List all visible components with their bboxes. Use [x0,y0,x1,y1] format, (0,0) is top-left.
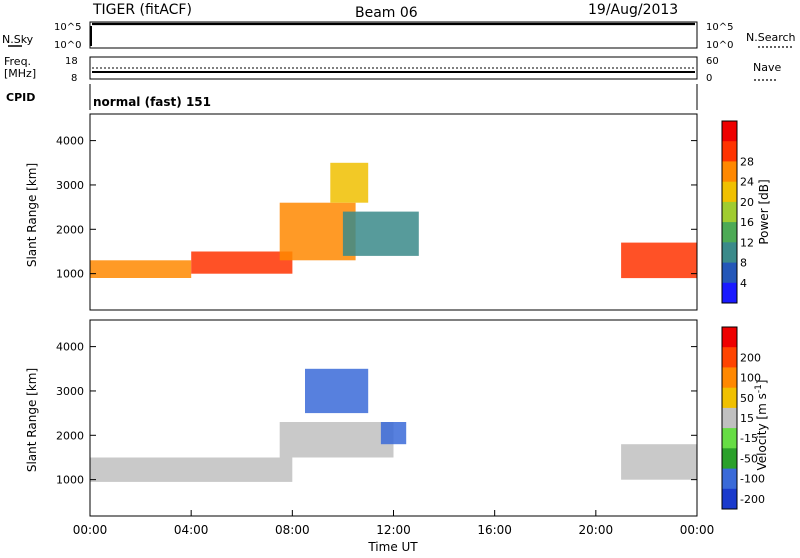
power-echoes [90,162,697,279]
velocity-xaxis: 00:00 04:00 08:00 12:00 16:00 20:00 00:00 [73,510,715,537]
colorbar-segment [722,161,737,183]
colorbar-segment [722,428,737,449]
colorbar-segment [722,222,737,243]
freq-tick-bottom: 8 [71,73,77,84]
nsearch-tick-top: 10^5 [706,22,733,33]
colorbar-segment [722,327,737,348]
nave-label: Nave [753,61,781,74]
xtick-label: 00:00 [73,523,108,537]
cpid-label: CPID [6,91,35,104]
xtick-label: 20:00 [579,523,614,537]
colorbar-segment [722,282,737,304]
power-yaxis: 4000 3000 2000 1000 [56,135,697,281]
freq-tick-top: 18 [65,56,78,67]
colorbar-segment [722,387,737,409]
colorbar-segment [722,488,737,510]
power-echo-band [90,260,192,278]
nave-tick-bottom: 0 [706,73,712,84]
nsky-tick-top: 10^5 [54,22,81,33]
colorbar-segment [722,242,737,263]
colorbar-tick-label: 24 [740,176,754,189]
colorbar-tick-label: 12 [740,236,754,249]
figure-title: TIGER (fitACF) [92,2,192,18]
power-echo-band [621,242,697,279]
power-colorbar: 28 24 20 16 12 8 4 [721,120,754,304]
nsky-panel: N.Sky 10^5 10^0 10^5 10^0 N.Search [2,21,796,51]
nsky-label: N.Sky [2,33,34,46]
colorbar-segment [722,468,737,490]
colorbar-frame [721,326,738,510]
colorbar-segment [722,367,737,389]
cpid-text: normal (fast) 151 [93,95,211,109]
freq-unit-label: [MHz] [4,67,36,80]
colorbar-tick-label: 16 [740,216,754,229]
nsky-tick-bottom: 10^0 [54,40,81,51]
velocity-echo-band [90,457,293,482]
colorbar-segment [722,141,737,162]
ytick-label: 3000 [56,179,84,192]
colorbar-segment [722,448,737,469]
xtick-label: 12:00 [376,523,411,537]
freq-label: Freq. [4,55,31,68]
colorbar-segment [722,121,737,142]
velocity-echo-band [621,444,697,480]
ytick-label: 4000 [56,341,84,354]
colorbar-tick-label: 28 [740,155,754,168]
power-echo-band [342,211,419,256]
ytick-label: 2000 [56,429,84,442]
colorbar-tick-label: 20 [740,196,754,209]
ytick-label: 3000 [56,385,84,398]
colorbar-segment [722,201,737,223]
velocity-panel: 4000 3000 2000 1000 00:00 04:00 08:00 12:00 16:… [25,319,769,554]
velocity-echo-band [279,422,394,458]
power-ylabel: Slant Range [km] [25,163,39,267]
colorbar-tick-label: 4 [740,277,747,290]
velocity-ylabel: Slant Range [km] [25,368,39,472]
velocity-colorbar-label: Velocity [m s-1] [754,380,769,471]
velocity-echo-band [305,368,369,414]
cpid-panel: CPID normal (fast) 151 [6,84,698,110]
velocity-yaxis: 4000 3000 2000 1000 [56,341,697,487]
velocity-xlabel: Time UT [367,540,418,554]
colorbar-tick-label: 100 [740,372,761,385]
colorbar-segment [722,407,737,429]
colorbar-tick-label: 50 [740,392,754,405]
colorbar-tick-label: 8 [740,257,747,270]
colorbar-segment [722,262,737,284]
colorbar-tick-label: 15 [740,412,754,425]
ytick-label: 1000 [56,474,84,487]
nave-tick-top: 60 [706,56,719,67]
xtick-label: 08:00 [275,523,310,537]
xtick-label: 00:00 [680,523,715,537]
velocity-echo-band [380,422,407,445]
power-panel: 4000 3000 2000 1000 Slant Range [km] 28 24 20… [25,113,771,311]
ytick-label: 1000 [56,268,84,281]
colorbar-segment [722,181,737,203]
power-colorbar-label: Power [dB] [757,179,771,244]
colorbar-tick-label: -100 [740,473,765,486]
freq-panel: Freq. [MHz] 18 8 60 0 Nave [4,55,781,84]
power-echo-band [191,251,293,274]
colorbar-tick-label: -200 [740,493,765,506]
velocity-colorbar: 200 100 50 15 -15 -50 -100 -200 [721,326,765,510]
colorbar-tick-label: -50 [740,452,758,465]
ytick-label: 2000 [56,223,84,236]
nsearch-tick-bottom: 10^0 [706,40,733,51]
beam-label: Beam 06 [355,5,418,21]
ytick-label: 4000 [56,135,84,148]
colorbar-frame [721,120,738,304]
date-label: 19/Aug/2013 [588,2,678,18]
velocity-echoes [90,368,697,482]
power-echo-band [330,162,369,203]
colorbar-segment [722,347,737,368]
xtick-label: 16:00 [477,523,512,537]
xtick-label: 04:00 [174,523,209,537]
nsearch-label: N.Search [746,31,796,44]
colorbar-tick-label: 200 [740,351,761,364]
colorbar-tick-label: -15 [740,432,758,445]
